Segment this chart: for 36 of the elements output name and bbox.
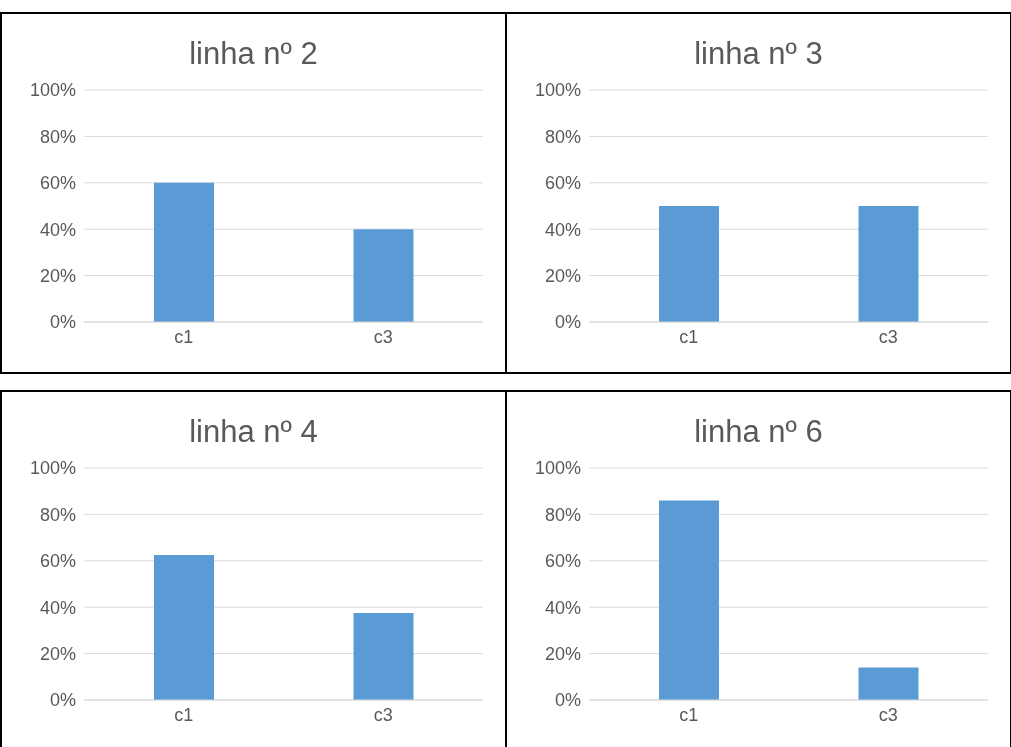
y-tick-label: 100%: [29, 80, 76, 101]
y-tick-label: 0%: [554, 312, 581, 333]
y-tick-label: 100%: [29, 458, 76, 479]
y-tick-label: 40%: [544, 219, 581, 240]
x-tick-label: c1: [679, 326, 699, 347]
y-tick-label: 80%: [544, 126, 581, 147]
y-tick-label: 60%: [39, 173, 76, 194]
chart-title: linha nº 4: [188, 414, 319, 451]
x-tick-label: c1: [679, 704, 699, 725]
x-tick-label: c1: [174, 326, 194, 347]
chart-title: linha nº 2: [188, 36, 319, 73]
y-tick-label: 0%: [49, 312, 76, 333]
y-tick-label: 0%: [554, 690, 581, 711]
x-tick-label: c1: [174, 704, 194, 725]
y-tick-label: 100%: [534, 80, 581, 101]
y-tick-label: 80%: [39, 126, 76, 147]
y-tick-label: 60%: [544, 173, 581, 194]
y-tick-label: 20%: [39, 265, 76, 286]
y-tick-label: 40%: [39, 597, 76, 618]
x-tick-label: c3: [878, 326, 898, 347]
y-tick-label: 60%: [544, 551, 581, 572]
y-tick-label: 20%: [544, 643, 581, 664]
y-tick-label: 0%: [49, 690, 76, 711]
y-tick-label: 40%: [544, 597, 581, 618]
chart-title: linha nº 6: [693, 414, 824, 451]
x-tick-label: c3: [373, 704, 393, 725]
y-tick-label: 60%: [39, 551, 76, 572]
y-tick-label: 40%: [39, 219, 76, 240]
y-tick-label: 20%: [39, 643, 76, 664]
x-tick-label: c3: [878, 704, 898, 725]
y-tick-label: 20%: [544, 265, 581, 286]
x-tick-label: c3: [373, 326, 393, 347]
y-tick-label: 100%: [534, 458, 581, 479]
y-tick-label: 80%: [39, 504, 76, 525]
y-tick-label: 80%: [544, 504, 581, 525]
chart-title: linha nº 3: [693, 36, 824, 73]
